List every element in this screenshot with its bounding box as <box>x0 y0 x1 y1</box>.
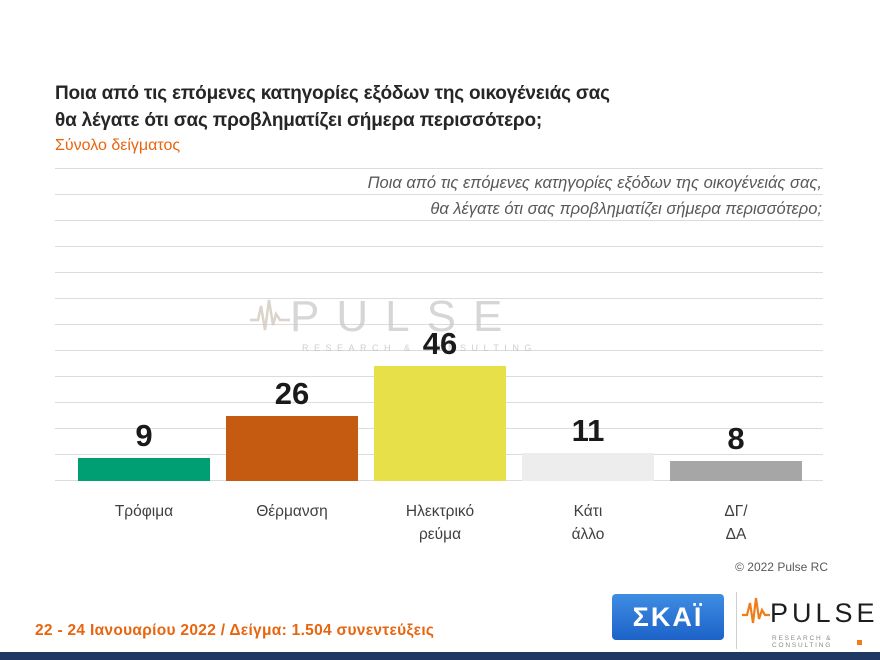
bar-value-label: 26 <box>274 376 310 411</box>
skai-logo: ΣΚΑΪ <box>612 594 724 640</box>
pulse-waveform-icon <box>250 292 290 341</box>
chart-question-line2: θα λέγατε ότι σας προβληματίζει σήμερα π… <box>430 200 822 218</box>
bar-slot: 26 <box>218 377 366 481</box>
page-title-line2: θα λέγατε ότι σας προβληματίζει σήμερα π… <box>55 110 543 131</box>
bar <box>374 366 506 481</box>
fieldwork-footer-text: 22 - 24 Ιανουαρίου 2022 / Δείγμα: 1.504 … <box>35 622 435 639</box>
pulse-watermark: PULSE RESEARCH & CONSULTING <box>250 292 537 353</box>
skai-logo-text: ΣΚΑΪ <box>632 601 704 632</box>
bar <box>522 453 654 481</box>
bar-value-label: 11 <box>571 413 605 448</box>
watermark-tagline-text: RESEARCH & CONSULTING <box>302 343 537 353</box>
pulse-logo-tagline-text: RESEARCH & CONSULTING <box>772 635 833 649</box>
chart-question-overlay: Ποια από τις επόμενες κατηγορίες εξόδων … <box>368 170 822 222</box>
page-title: Ποια από τις επόμενες κατηγορίες εξόδων … <box>55 80 610 134</box>
bar <box>670 461 802 481</box>
bar-value-label: 9 <box>135 418 153 453</box>
chart-question-line1: Ποια από τις επόμενες κατηγορίες εξόδων … <box>367 174 822 192</box>
bar-slot: 46 <box>366 327 514 481</box>
copyright-note: © 2022 Pulse RC <box>735 560 828 574</box>
category-label: ΔΓ/ ΔΑ <box>724 503 748 543</box>
category-label: Θέρμανση <box>256 503 328 520</box>
category-label: Ηλεκτρικό ρεύμα <box>405 503 475 543</box>
category-label: Τρόφιμα <box>114 503 174 520</box>
pulse-logo-accent-mark <box>856 639 862 645</box>
category-label: Κάτι άλλο <box>571 503 605 543</box>
bar-value-label: 46 <box>422 326 458 361</box>
bars-row: 9 26 46 11 8 <box>70 168 810 481</box>
bottom-navy-strip <box>0 652 880 660</box>
bar <box>78 458 210 481</box>
bar <box>226 416 358 481</box>
pulse-logo: PULSE RESEARCH & CONSULTING <box>736 592 875 649</box>
bar-value-label: 8 <box>727 421 745 456</box>
page-title-line1: Ποια από τις επόμενες κατηγορίες εξόδων … <box>55 83 610 104</box>
bar-slot: 11 <box>514 414 662 481</box>
bar-slot: 8 <box>662 422 810 481</box>
pulse-logo-waveform-icon <box>742 592 770 633</box>
bar-slot: 9 <box>70 419 218 481</box>
sample-subtitle: Σύνολο δείγματος <box>55 137 181 154</box>
watermark-brand-text: PULSE <box>290 291 520 341</box>
category-axis: Τρόφιμα Θέρμανση Ηλεκτρικό ρεύμα Κάτι άλλο Δ… <box>70 500 810 546</box>
pulse-logo-brand-text: PULSE <box>770 597 879 628</box>
